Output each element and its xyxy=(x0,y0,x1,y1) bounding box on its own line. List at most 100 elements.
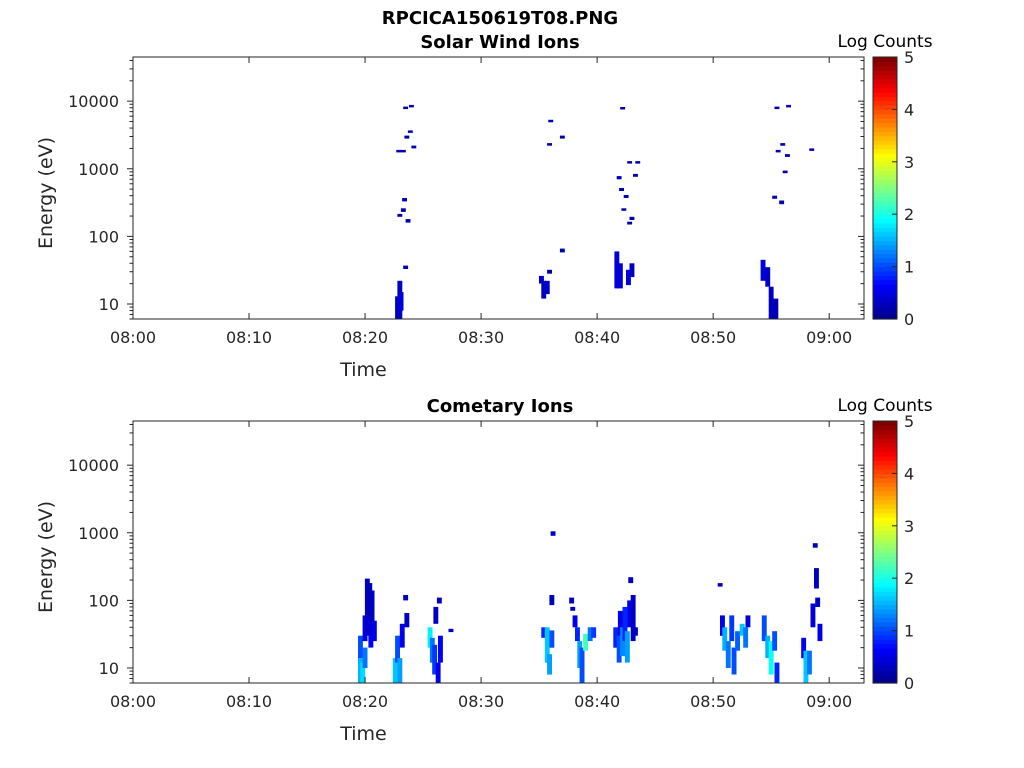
heatmap-cell xyxy=(812,543,818,548)
colorbar-swatch xyxy=(873,126,897,132)
colorbar-swatch xyxy=(873,305,897,311)
colorbar-swatch xyxy=(873,617,897,623)
colorbar-swatch xyxy=(873,161,897,167)
y-tick-label: 100 xyxy=(88,591,119,610)
heatmap-cell xyxy=(768,641,774,675)
heatmap-cell xyxy=(397,213,403,217)
colorbar-tick-label: 0 xyxy=(904,674,914,693)
heatmap-cell xyxy=(541,627,547,638)
colorbar-swatch xyxy=(873,661,897,667)
colorbar-swatch xyxy=(873,503,897,509)
heatmap-cell xyxy=(780,143,786,146)
colorbar-swatch xyxy=(873,543,897,549)
heatmap-cell xyxy=(717,583,723,587)
heatmap-cell xyxy=(622,606,628,642)
colorbar-swatch xyxy=(873,157,897,163)
colorbar-swatch xyxy=(873,538,897,544)
colorbar-swatch xyxy=(873,192,897,198)
heatmap-cell xyxy=(587,627,593,642)
x-tick-label: 08:00 xyxy=(110,328,156,347)
colorbar-frame xyxy=(872,56,898,320)
heatmap-cell xyxy=(627,600,633,628)
colorbar-swatch xyxy=(873,630,897,636)
heatmap-cell xyxy=(539,275,544,284)
heatmap-cell xyxy=(785,154,790,157)
colorbar-swatch xyxy=(873,486,897,492)
heatmap-cell xyxy=(575,627,580,642)
colorbar-swatch xyxy=(873,600,897,605)
heatmap-cell xyxy=(403,265,409,269)
heatmap-cell xyxy=(358,635,363,659)
cometary-title: Cometary Ions xyxy=(427,396,574,417)
cometary-colorbar: 0 1 2 3 4 5 xyxy=(872,412,914,693)
solar-wind-plot-frame xyxy=(132,56,865,320)
colorbar-swatch xyxy=(873,634,897,640)
solar-wind-x-axis-label: Time xyxy=(339,359,387,381)
heatmap-cell xyxy=(360,662,366,683)
colorbar-tick-label: 3 xyxy=(904,153,914,172)
colorbar-swatch xyxy=(873,131,897,137)
colorbar-swatch xyxy=(873,438,897,444)
colorbar-swatch xyxy=(873,236,897,241)
colorbar-swatch xyxy=(873,669,897,675)
colorbar-swatch xyxy=(873,556,897,562)
heatmap-cell xyxy=(569,597,575,604)
y-tick-label: 10 xyxy=(99,295,119,314)
colorbar-swatch xyxy=(873,639,897,645)
colorbar-tick-label: 1 xyxy=(904,622,914,641)
colorbar-swatch xyxy=(873,292,897,298)
solar-wind-x-ticks: 08:00 08:10 08:20 08:30 08:40 08:50 09:00 xyxy=(110,57,852,347)
heatmap-cell xyxy=(817,623,823,642)
colorbar-swatch xyxy=(873,205,897,211)
colorbar-swatch xyxy=(873,613,897,619)
solar-wind-colorbar: 0 1 2 3 4 5 xyxy=(872,48,914,329)
x-tick-label: 08:50 xyxy=(690,328,736,347)
colorbar-swatch xyxy=(873,109,897,115)
heatmap-cell xyxy=(782,170,788,174)
solar-wind-heatmap-cells xyxy=(395,104,815,319)
cometary-x-axis-label: Time xyxy=(339,723,387,745)
cometary-plot-frame xyxy=(132,420,865,684)
heatmap-cell xyxy=(435,662,441,683)
colorbar-swatch xyxy=(873,455,897,461)
heatmap-cell xyxy=(541,280,547,299)
heatmap-cell xyxy=(620,627,626,657)
colorbar-tick-label: 3 xyxy=(904,517,914,536)
colorbar-swatch xyxy=(873,460,897,466)
heatmap-cell xyxy=(815,597,821,607)
heatmap-cell xyxy=(547,143,552,146)
heatmap-cell xyxy=(739,623,745,636)
heatmap-cell xyxy=(624,631,630,663)
heatmap-cell xyxy=(400,208,406,212)
heatmap-cell xyxy=(591,627,597,638)
colorbar-swatch xyxy=(873,656,897,662)
cometary-panel: Cometary Ions 08:00 08:10 08:20 08:30 08:40 0… xyxy=(35,396,933,745)
colorbar-swatch xyxy=(873,166,897,172)
heatmap-cell xyxy=(397,658,403,683)
solar-wind-colorbar-label: Log Counts xyxy=(837,32,932,52)
heatmap-cell xyxy=(629,263,635,278)
colorbar-swatch xyxy=(873,469,897,474)
colorbar-swatch xyxy=(873,552,897,557)
cometary-y-axis-label: Energy (eV) xyxy=(35,501,57,613)
colorbar-swatch xyxy=(873,262,897,268)
colorbar-swatch xyxy=(873,122,897,128)
heatmap-cell xyxy=(722,627,728,651)
colorbar-swatch xyxy=(873,61,897,67)
heatmap-cell xyxy=(404,135,410,139)
colorbar-swatch xyxy=(873,227,897,233)
colorbar-swatch xyxy=(873,429,897,435)
solar-wind-y-axis-label: Energy (eV) xyxy=(35,137,57,249)
heatmap-cell xyxy=(743,627,749,648)
colorbar-swatch xyxy=(873,314,897,320)
heatmap-cell xyxy=(369,590,375,636)
colorbar-swatch xyxy=(873,569,897,575)
heatmap-cell xyxy=(629,216,635,220)
colorbar-swatch xyxy=(873,604,897,610)
colorbar-swatch xyxy=(873,482,897,488)
colorbar-swatch xyxy=(873,196,897,202)
y-tick-label: 1000 xyxy=(78,160,119,179)
heatmap-cell xyxy=(626,269,631,286)
colorbar-swatch xyxy=(873,464,897,470)
